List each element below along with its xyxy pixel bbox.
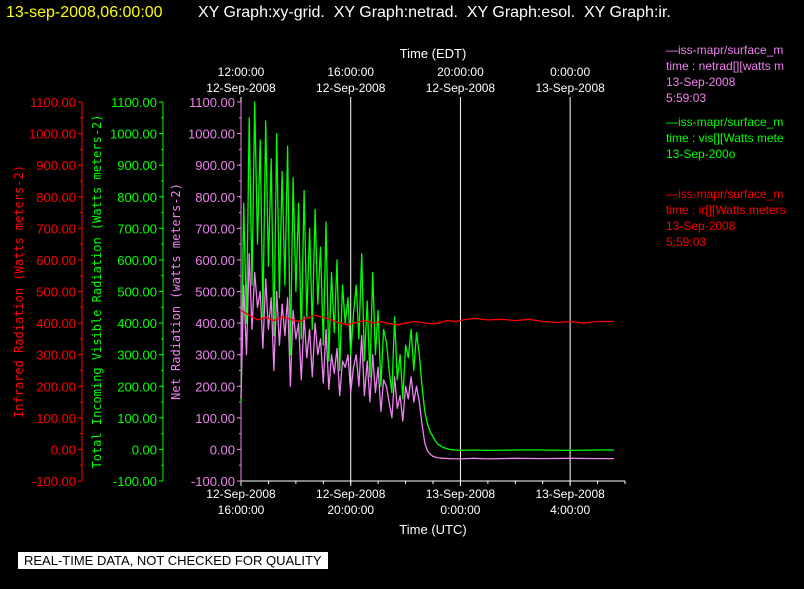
- legend-entry-line2: time : netrad[][watts m: [666, 59, 785, 73]
- y-tick-label: 1100.00: [30, 95, 76, 110]
- y-tick-label: 700.00: [117, 221, 157, 236]
- x-tick-label-bottom: 13-Sep-2008: [426, 487, 496, 501]
- y-tick-label: 0.00: [210, 442, 235, 457]
- quality-banner: REAL-TIME DATA, NOT CHECKED FOR QUALITY: [18, 552, 328, 569]
- y-axis-title: Total Incoming Visible Radiation (Watts …: [90, 114, 104, 468]
- y-tick-label: 900.00: [195, 158, 235, 173]
- y-tick-label: -100.00: [32, 474, 76, 489]
- legend-entry-name: —iss-mapr/surface_m: [666, 187, 784, 201]
- y-tick-label: 1100.00: [189, 95, 235, 110]
- y-tick-label: 300.00: [117, 348, 157, 363]
- x-axis-top-title: Time (EDT): [400, 46, 467, 61]
- x-tick-label-bottom: 16:00:00: [218, 503, 265, 517]
- x-tick-label-top: 12-Sep-2008: [316, 81, 386, 95]
- y-tick-label: 200.00: [36, 379, 76, 394]
- y-tick-label: 600.00: [36, 253, 76, 268]
- plot-area: 12:00:00 12-Sep-2008 12-Sep-2008 16:00:00 16…: [12, 46, 626, 537]
- x-axis-bottom-title: Time (UTC): [399, 522, 466, 537]
- y-tick-label: 400.00: [36, 316, 76, 331]
- x-tick-label-top: 12-Sep-2008: [206, 81, 276, 95]
- x-tick-label-top: 16:00:00: [327, 65, 374, 79]
- y-tick-label: 800.00: [195, 190, 235, 205]
- y-tick-label: 100.00: [195, 411, 235, 426]
- y-tick-label: 300.00: [36, 348, 76, 363]
- legend-entry-name: —iss-mapr/surface_m: [666, 43, 784, 57]
- y-tick-label: 1100.00: [111, 95, 157, 110]
- legend-entry-line3: 13-Sep-200o: [666, 147, 736, 161]
- y-tick-label: 0.00: [132, 442, 157, 457]
- series-line: [240, 101, 614, 452]
- y-tick-label: -100.00: [191, 474, 235, 489]
- y-axis-title: Net Radiation (watts meters-2): [169, 183, 183, 400]
- y-tick-label: 900.00: [36, 158, 76, 173]
- y-tick-label: 1000.00: [188, 127, 235, 142]
- y-tick-label: 1000.00: [110, 127, 157, 142]
- y-tick-label: 600.00: [117, 253, 157, 268]
- y-tick-label: 700.00: [36, 221, 76, 236]
- legend-entry-name: —iss-mapr/surface_m: [666, 115, 784, 129]
- y-axis-title: Infrared Radiation (Watts meters-2): [12, 165, 26, 418]
- x-tick-label-top: 0:00:00: [550, 65, 590, 79]
- x-tick-label-top: 13-Sep-2008: [535, 81, 605, 95]
- legend-entry-line3: 13-Sep-2008: [666, 219, 736, 233]
- y-tick-label: 100.00: [117, 411, 157, 426]
- y-tick-label: 600.00: [195, 253, 235, 268]
- x-tick-label-bottom: 12-Sep-2008: [206, 487, 276, 501]
- legend-entry-line4: [666, 162, 804, 178]
- x-tick-label-bottom: 0:00:00: [440, 503, 480, 517]
- legend-entry-line3: 13-Sep-2008: [666, 75, 736, 89]
- x-tick-label-top: 12-Sep-2008: [426, 81, 496, 95]
- timestamp-title: 13-sep-2008,06:00:00: [6, 4, 163, 21]
- y-tick-label: 800.00: [36, 190, 76, 205]
- x-tick-label-bottom: 4:00:00: [550, 503, 590, 517]
- y-tick-label: 300.00: [195, 348, 235, 363]
- series-line: [240, 252, 614, 460]
- legend-entry-line2: time : vis[][Watts mete: [666, 131, 784, 145]
- graph-list-title: XY Graph:xy-grid. XY Graph:netrad. XY Gr…: [198, 4, 671, 21]
- x-tick-label-bottom: 12-Sep-2008: [316, 487, 386, 501]
- y-tick-label: 500.00: [117, 285, 157, 300]
- legend-entry-line4: 5:59:03: [666, 91, 707, 105]
- x-tick-label-top: 12:00:00: [218, 65, 265, 79]
- series-line: [240, 309, 614, 326]
- y-tick-label: 400.00: [195, 316, 235, 331]
- y-tick-label: 800.00: [117, 190, 157, 205]
- y-tick-label: 200.00: [195, 379, 235, 394]
- y-tick-label: 500.00: [36, 285, 76, 300]
- legend-entry-line2: time : ir[][Watts meters: [666, 203, 786, 217]
- y-tick-label: 100.00: [36, 411, 76, 426]
- x-tick-label-bottom: 20:00:00: [327, 503, 374, 517]
- x-tick-label-top: 20:00:00: [437, 65, 484, 79]
- y-tick-label: 400.00: [117, 316, 157, 331]
- x-tick-label-bottom: 13-Sep-2008: [535, 487, 605, 501]
- y-tick-label: -100.00: [113, 474, 157, 489]
- y-tick-label: 1000.00: [29, 127, 76, 142]
- y-tick-label: 900.00: [117, 158, 157, 173]
- legend-entry-line4: 5:59:03: [666, 235, 707, 249]
- y-tick-label: 500.00: [195, 285, 235, 300]
- y-tick-label: 200.00: [117, 379, 157, 394]
- y-tick-label: 0.00: [51, 442, 76, 457]
- y-tick-label: 700.00: [195, 221, 235, 236]
